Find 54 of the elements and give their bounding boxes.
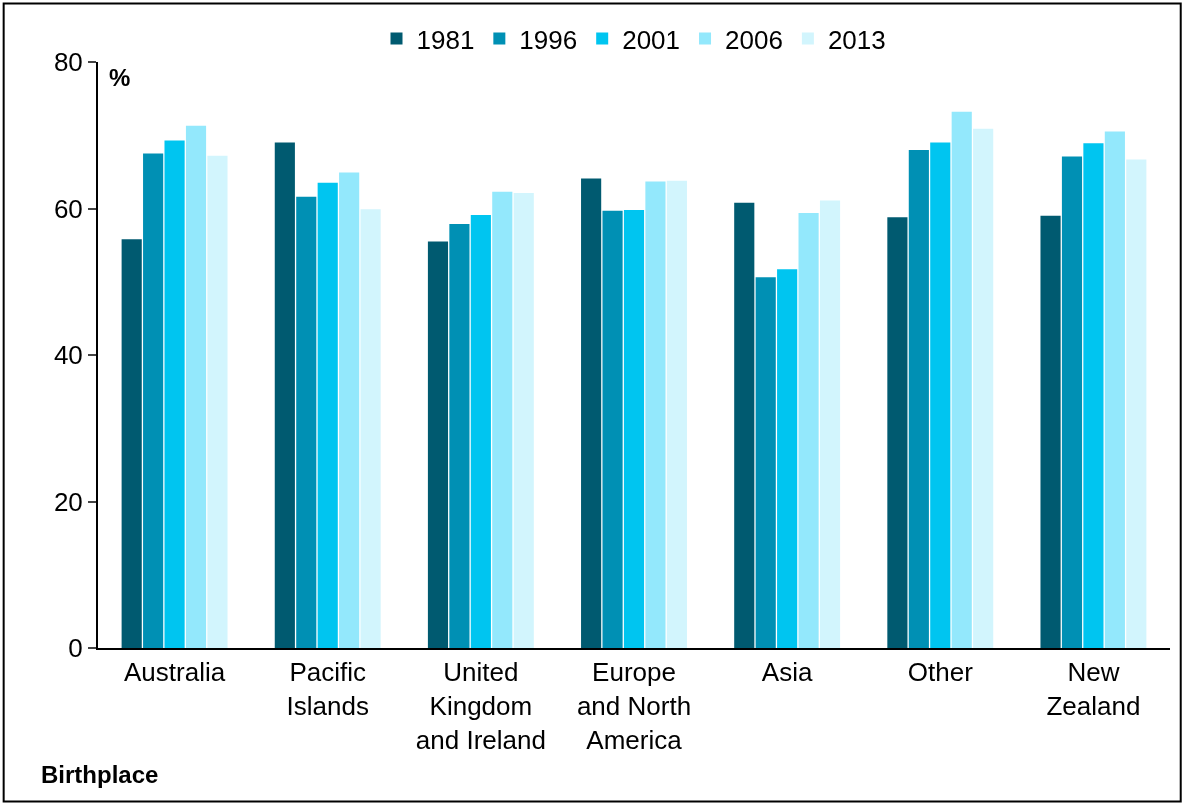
bar: [645, 181, 666, 648]
bar: [930, 142, 951, 648]
legend-label: 2001: [622, 24, 681, 55]
bar: [908, 149, 929, 648]
bar: [581, 178, 602, 648]
y-tick-label: 80: [53, 47, 83, 78]
bar: [819, 200, 841, 648]
bar: [798, 212, 819, 648]
y-tick-label: 20: [53, 486, 83, 517]
y-tick-label: 40: [53, 340, 83, 371]
legend-label: 1981: [416, 24, 475, 55]
bar: [427, 241, 449, 648]
bar: [360, 209, 381, 648]
bar: [623, 209, 645, 648]
bar: [973, 128, 994, 648]
x-tick-label: Australia: [123, 657, 226, 688]
legend-label: 2013: [827, 24, 886, 55]
y-tick-label: 60: [53, 193, 83, 224]
bar: [666, 180, 687, 648]
bar: [164, 140, 185, 648]
legend-label: 1996: [519, 24, 578, 55]
bar: [1104, 131, 1125, 648]
x-tick-label: Other: [907, 657, 974, 688]
bar: [207, 155, 228, 648]
x-tick-label: New Zealand: [1046, 657, 1141, 721]
bar: [1040, 215, 1061, 648]
bar: [1126, 159, 1147, 648]
x-tick-label: Europe and North America: [576, 657, 692, 755]
bar: [734, 202, 755, 648]
x-tick-label: United Kingdom and Ireland: [415, 657, 546, 755]
bar: [1083, 143, 1104, 648]
bar: [143, 153, 164, 648]
bar: [296, 196, 317, 648]
bar: [121, 239, 142, 648]
y-axis-title: %: [109, 64, 131, 91]
bar: [470, 215, 491, 648]
bar: [339, 172, 360, 648]
x-tick-label: Asia: [761, 657, 813, 688]
bar: [492, 191, 513, 648]
legend-label: 2006: [725, 24, 783, 55]
bar: [1061, 156, 1083, 648]
bar: [274, 142, 295, 648]
bar: [887, 217, 908, 648]
y-tick-label: 0: [68, 633, 83, 664]
x-tick-label: Pacific Islands: [286, 657, 369, 721]
bar: [317, 182, 338, 648]
bar: [777, 269, 798, 648]
bar: [513, 193, 534, 648]
bar: [602, 210, 623, 648]
bar: [449, 223, 470, 648]
bar: [755, 277, 776, 648]
x-axis-title: Birthplace: [41, 761, 159, 788]
bar: [185, 125, 207, 648]
bar: [951, 111, 972, 648]
